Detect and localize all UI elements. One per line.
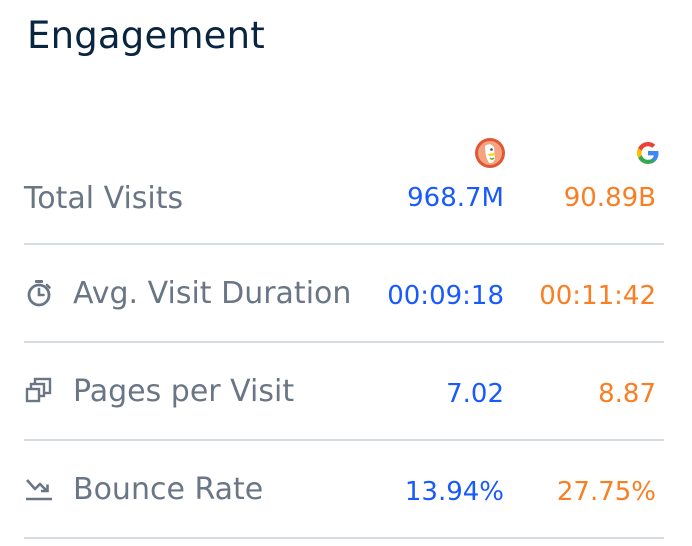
site-b-value: 90.89B — [563, 183, 656, 213]
metric-row-total-visits: Total Visits 968.7M 90.89B — [24, 147, 664, 245]
metric-label: Pages per Visit — [73, 374, 295, 409]
metric-row-avg-visit-duration: Avg. Visit Duration 00:09:18 00:11:42 — [24, 245, 664, 343]
site-b-value: 8.87 — [598, 379, 656, 409]
metric-label: Total Visits — [24, 181, 184, 216]
duckduckgo-logo-icon — [475, 138, 505, 168]
site-a-value: 968.7M — [407, 183, 504, 213]
site-a-value: 7.02 — [446, 379, 504, 409]
bounce-arrow-icon — [26, 479, 52, 501]
google-logo-icon — [637, 142, 659, 164]
site-a-value: 00:09:18 — [387, 281, 504, 311]
row-divider — [24, 537, 664, 539]
row-divider — [24, 341, 664, 343]
pages-stack-icon — [25, 377, 52, 403]
section-title: Engagement — [27, 14, 266, 57]
metric-row-pages-per-visit: Pages per Visit 7.02 8.87 — [24, 343, 664, 441]
row-divider — [24, 439, 664, 441]
metric-row-bounce-rate: Bounce Rate 13.94% 27.75% — [24, 441, 664, 539]
metric-label: Avg. Visit Duration — [73, 276, 352, 311]
site-b-value: 00:11:42 — [539, 281, 656, 311]
stopwatch-icon — [27, 280, 51, 307]
metric-label: Bounce Rate — [73, 472, 264, 507]
row-divider — [24, 243, 664, 245]
site-b-value: 27.75% — [556, 477, 656, 507]
site-a-value: 13.94% — [404, 477, 504, 507]
